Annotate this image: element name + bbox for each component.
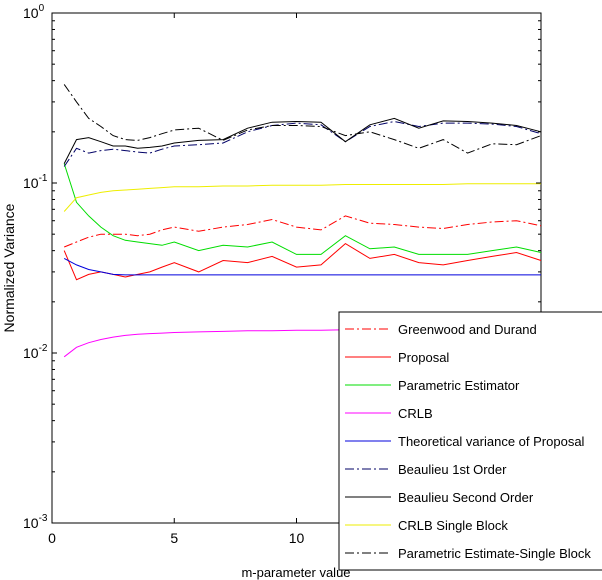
x-tick-label-1: 5 (170, 530, 178, 546)
legend: Greenwood and Durand Proposal Parametric E… (338, 311, 602, 571)
legend-label-1: Proposal (398, 350, 449, 365)
series-line-7 (63, 183, 541, 212)
legend-label-4: Theoretical variance of Proposal (398, 434, 585, 449)
series-line-4 (63, 257, 541, 276)
series-line-8 (63, 84, 542, 154)
tick-layer: 0 5 10 10-3 10-2 10-1 100 (23, 3, 541, 546)
y-tick-label-3: 100 (23, 3, 45, 21)
y-tick-label-1: 10-2 (23, 343, 48, 361)
x-tick-label-2: 10 (289, 530, 305, 546)
x-tick-label-0: 0 (48, 530, 56, 546)
series-line-0 (64, 215, 542, 248)
series-layer (63, 84, 542, 358)
legend-label-3: CRLB (398, 406, 433, 421)
legend-label-2: Parametric Estimator (398, 378, 520, 393)
y-tick-label-2: 10-1 (23, 173, 48, 191)
legend-label-6: Beaulieu Second Order (398, 490, 534, 505)
x-axis-label: m-parameter value (241, 565, 350, 580)
series-line-5 (63, 120, 542, 167)
y-axis-label: Normalized Variance (1, 203, 17, 332)
legend-label-8: Parametric Estimate-Single Block (398, 546, 591, 561)
series-line-2 (63, 163, 542, 255)
y-tick-label-0: 10-3 (23, 513, 48, 531)
legend-label-5: Beaulieu 1st Order (398, 462, 507, 477)
legend-label-0: Greenwood and Durand (398, 322, 537, 337)
legend-label-7: CRLB Single Block (398, 518, 508, 533)
series-line-6 (63, 117, 542, 164)
